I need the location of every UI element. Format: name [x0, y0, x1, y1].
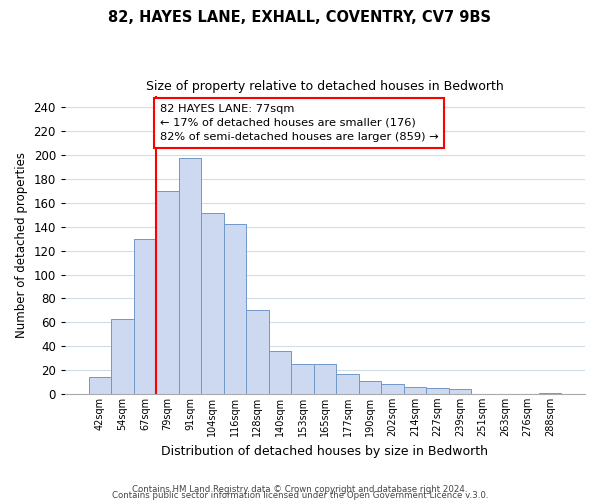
- Bar: [336, 374, 359, 394]
- Bar: [269, 351, 291, 394]
- Bar: [134, 239, 156, 394]
- Bar: [111, 318, 134, 394]
- Text: Contains HM Land Registry data © Crown copyright and database right 2024.: Contains HM Land Registry data © Crown c…: [132, 484, 468, 494]
- Bar: [201, 212, 224, 394]
- Bar: [359, 381, 381, 394]
- Title: Size of property relative to detached houses in Bedworth: Size of property relative to detached ho…: [146, 80, 504, 93]
- Bar: [404, 386, 426, 394]
- Y-axis label: Number of detached properties: Number of detached properties: [15, 152, 28, 338]
- Text: 82 HAYES LANE: 77sqm
← 17% of detached houses are smaller (176)
82% of semi-deta: 82 HAYES LANE: 77sqm ← 17% of detached h…: [160, 104, 438, 142]
- Bar: [179, 158, 201, 394]
- Bar: [314, 364, 336, 394]
- Text: 82, HAYES LANE, EXHALL, COVENTRY, CV7 9BS: 82, HAYES LANE, EXHALL, COVENTRY, CV7 9B…: [109, 10, 491, 25]
- Bar: [291, 364, 314, 394]
- Bar: [426, 388, 449, 394]
- Bar: [224, 224, 246, 394]
- Bar: [89, 377, 111, 394]
- Bar: [381, 384, 404, 394]
- Bar: [246, 310, 269, 394]
- Bar: [449, 389, 472, 394]
- Bar: [156, 191, 179, 394]
- X-axis label: Distribution of detached houses by size in Bedworth: Distribution of detached houses by size …: [161, 444, 488, 458]
- Bar: [539, 392, 562, 394]
- Text: Contains public sector information licensed under the Open Government Licence v.: Contains public sector information licen…: [112, 490, 488, 500]
